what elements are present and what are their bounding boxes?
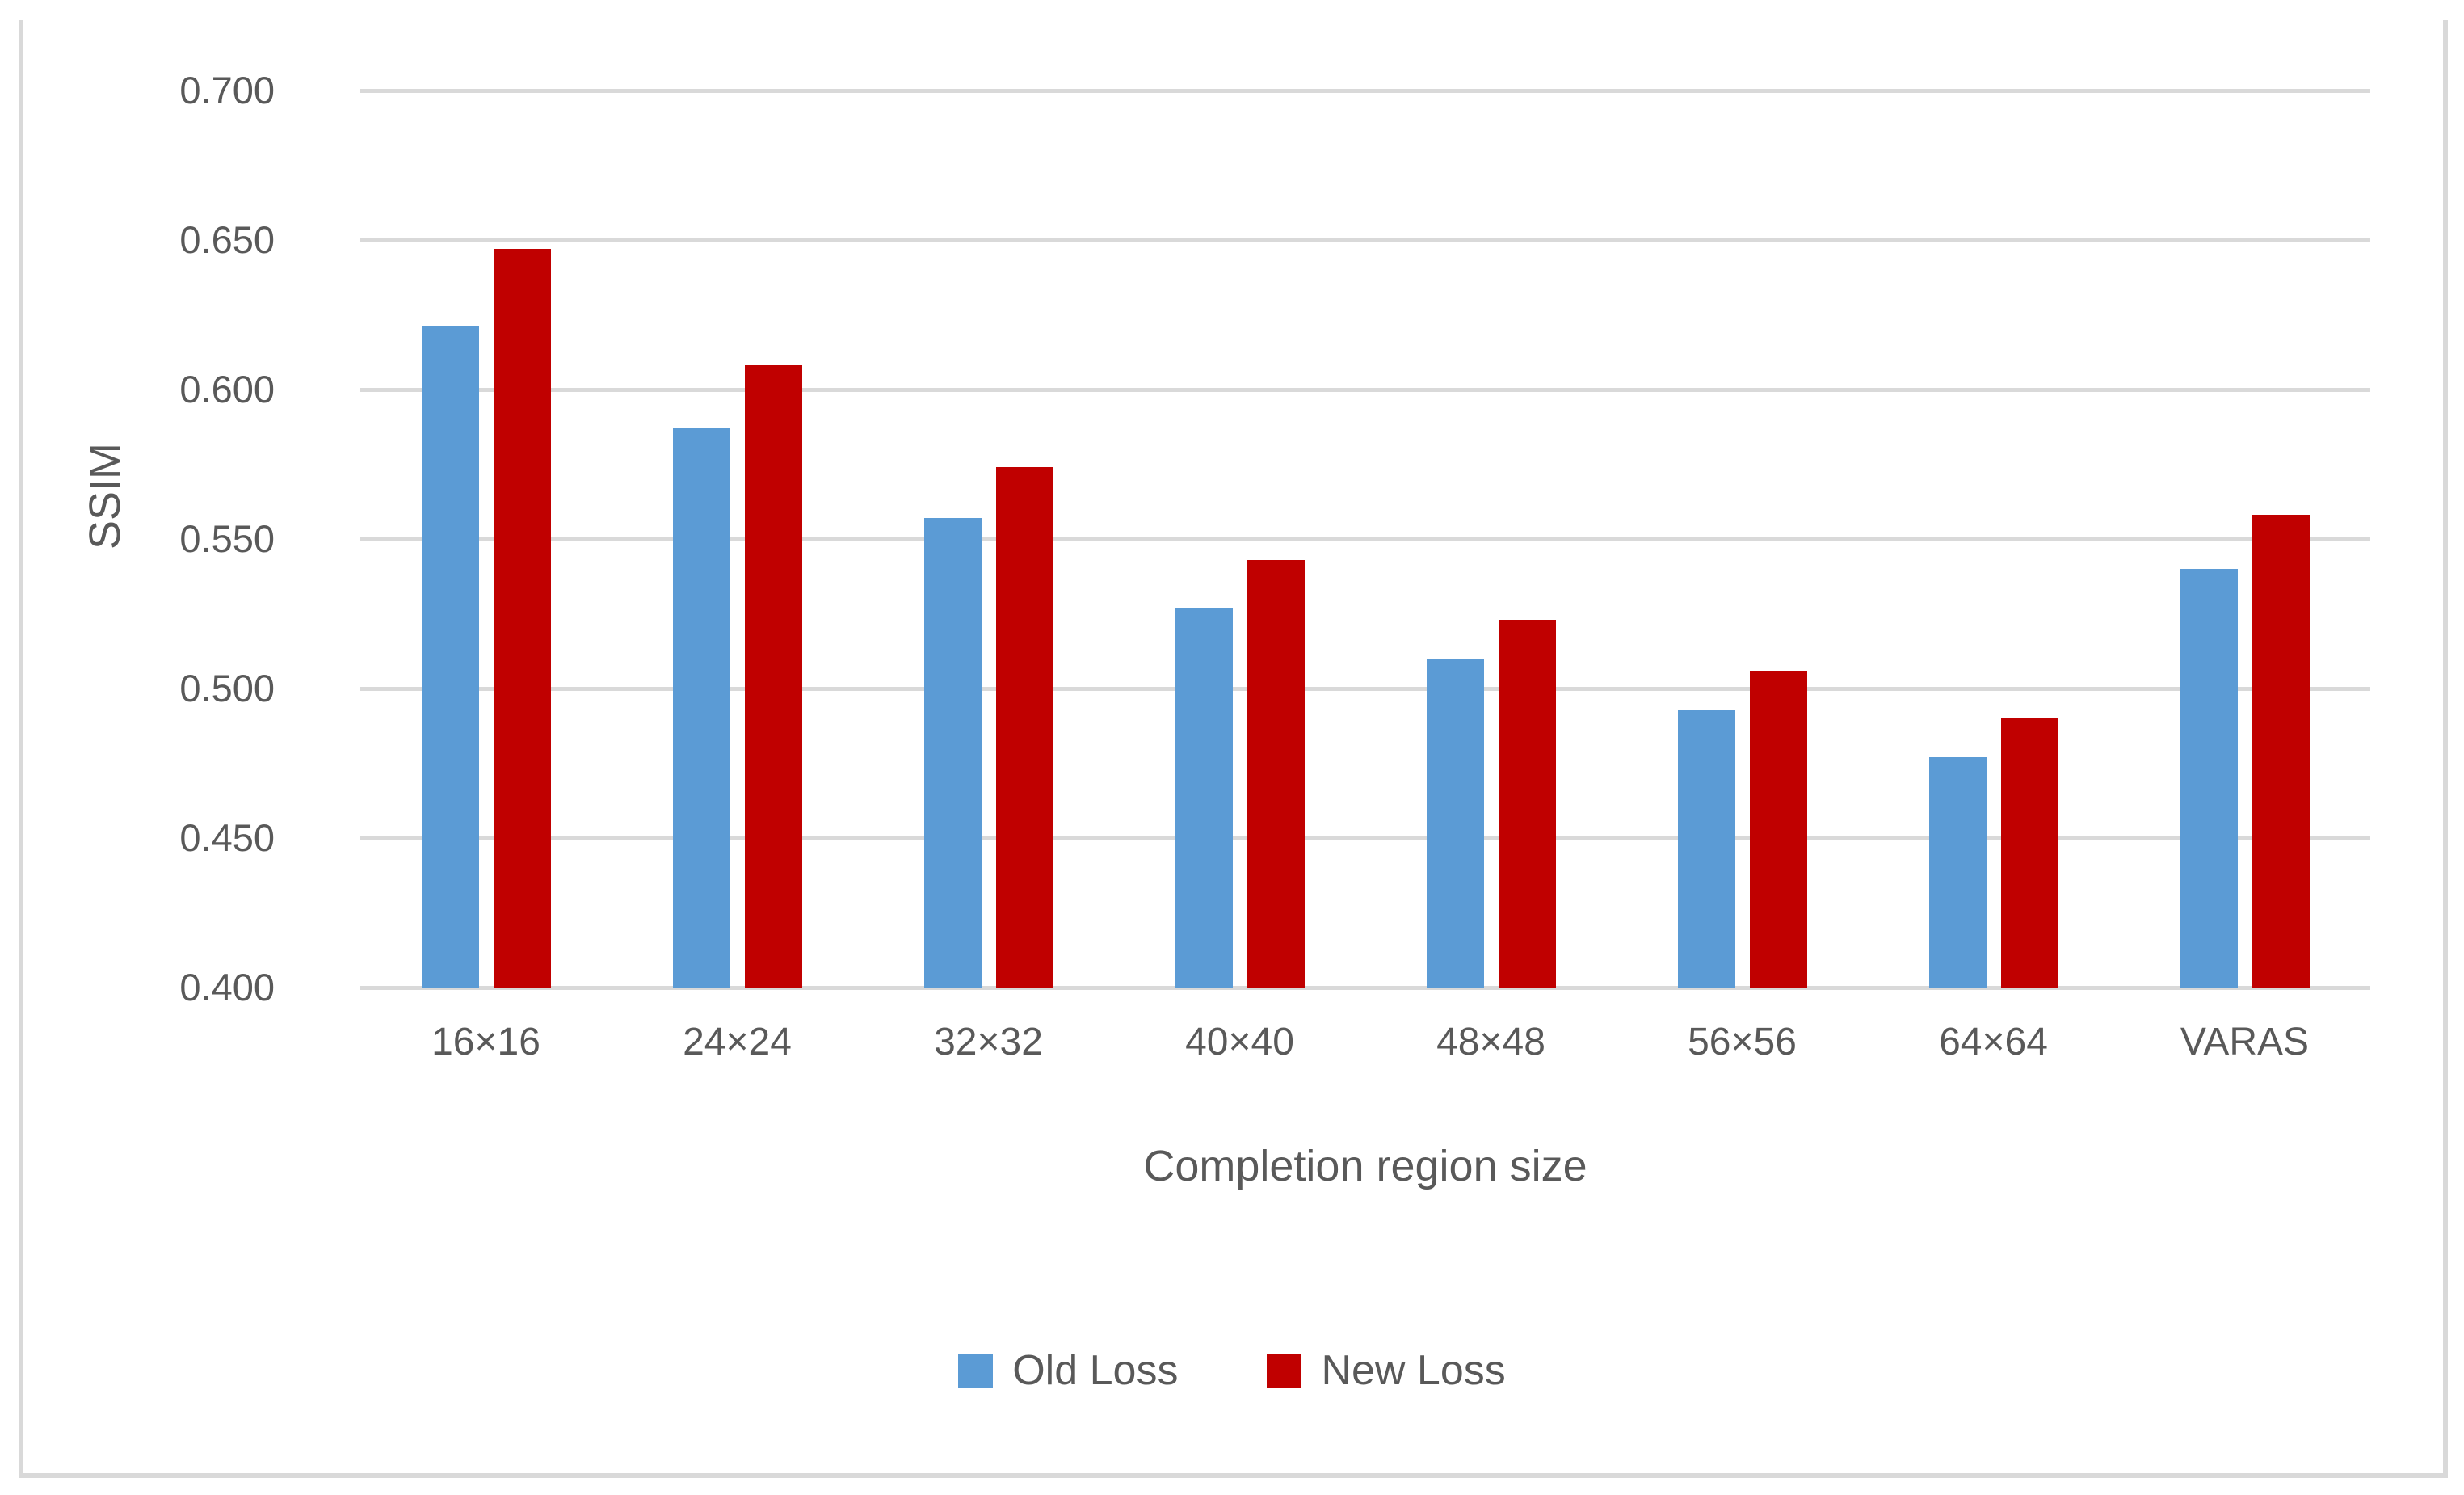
gridline [360,238,2370,242]
legend-item-new-loss[interactable]: New Loss [1267,1346,1506,1395]
bar-old-loss-64×64[interactable] [1928,757,1987,988]
x-category-label: 16×16 [431,1021,540,1063]
y-tick-label: 0.550 [179,517,275,560]
legend-label-new-loss: New Loss [1321,1347,1506,1394]
bar-old-loss-32×32[interactable] [923,518,982,988]
bar-new-loss-16×16[interactable] [493,249,551,988]
plot-area [360,88,2370,990]
y-tick-label: 0.450 [179,816,275,859]
x-category-label: 56×56 [1688,1021,1797,1063]
y-tick-label: 0.500 [179,667,275,710]
gridline [360,387,2370,392]
x-category-label: 24×24 [683,1021,792,1063]
bar-old-loss-VARAS[interactable] [2180,569,2238,988]
bar-old-loss-16×16[interactable] [421,326,479,988]
x-category-label: 64×64 [1939,1021,2048,1063]
bar-new-loss-56×56[interactable] [1749,670,1807,988]
gridline [360,537,2370,541]
bar-new-loss-VARAS[interactable] [2252,515,2310,988]
y-tick-label: 0.600 [179,368,275,411]
x-axis-title: Completion region size [1143,1142,1587,1190]
bar-old-loss-56×56[interactable] [1677,709,1735,988]
bar-new-loss-32×32[interactable] [995,467,1053,988]
y-tick-label: 0.650 [179,218,275,261]
x-category-label: 40×40 [1185,1021,1294,1063]
legend-item-old-loss[interactable]: Old Loss [958,1346,1178,1395]
gridline [360,985,2370,990]
bar-old-loss-40×40[interactable] [1175,608,1233,988]
bar-new-loss-40×40[interactable] [1247,559,1305,988]
x-category-label: VARAS [2180,1021,2310,1063]
legend: Old Loss New Loss [0,1346,2464,1395]
gridline [360,686,2370,691]
gridline [360,88,2370,93]
legend-label-old-loss: Old Loss [1012,1347,1179,1394]
chart-frame-border [19,20,2448,1478]
y-tick-label: 0.700 [179,69,275,112]
x-category-label: 48×48 [1436,1021,1545,1063]
bar-old-loss-48×48[interactable] [1426,659,1484,988]
y-tick-label: 0.400 [179,966,275,1009]
gridline [360,836,2370,840]
legend-swatch-old-loss [958,1353,994,1388]
bar-new-loss-24×24[interactable] [744,365,802,988]
x-category-label: 32×32 [934,1021,1043,1063]
bar-new-loss-48×48[interactable] [1498,619,1556,988]
bar-old-loss-24×24[interactable] [672,428,730,988]
legend-swatch-new-loss [1267,1353,1302,1388]
bar-new-loss-64×64[interactable] [2000,718,2058,988]
